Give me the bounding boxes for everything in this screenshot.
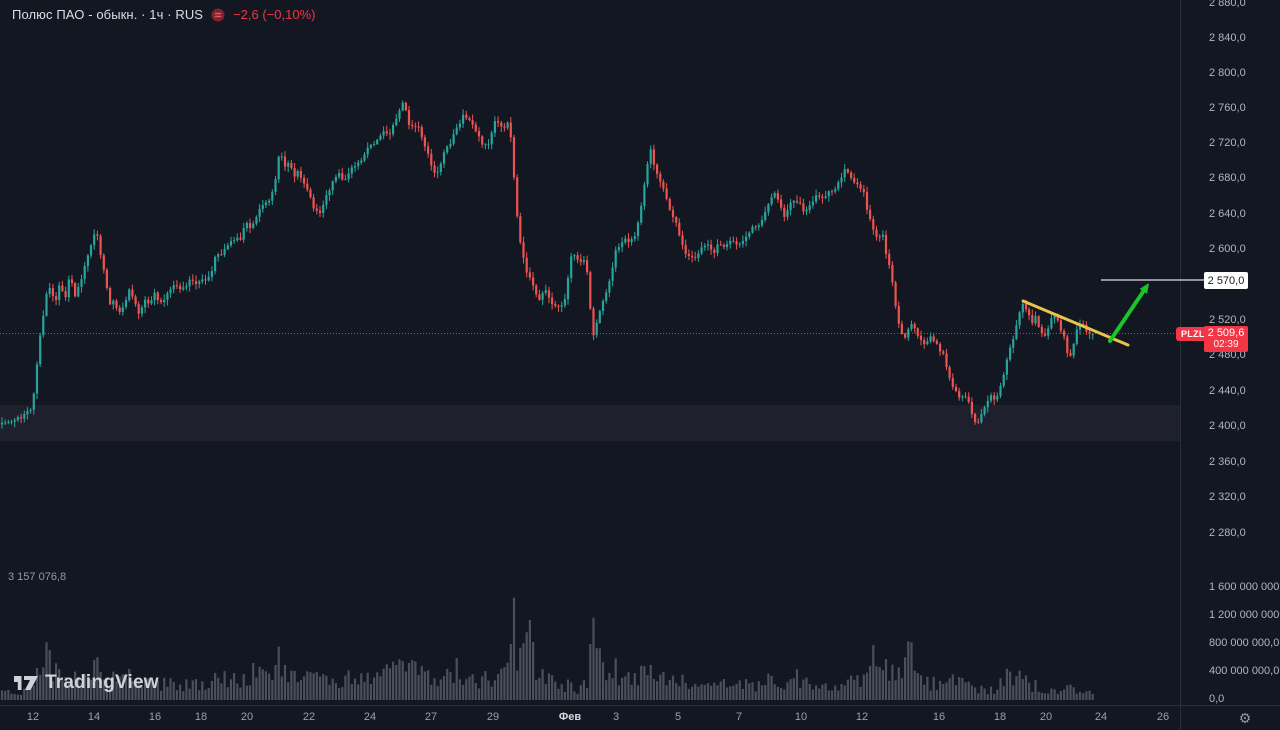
price-tick-label: 1 200 000 000,0 <box>1209 609 1280 621</box>
price-tick-label: 2 280,0 <box>1209 527 1246 539</box>
last-price-label: 2 509,6 02:39 <box>1204 326 1248 352</box>
time-tick-label: 16 <box>932 711 946 723</box>
time-tick-label: 27 <box>424 711 438 723</box>
price-tick-label: 2 800,0 <box>1209 67 1246 79</box>
time-tick-label: Фев <box>558 711 582 723</box>
time-tick-label: 29 <box>486 711 500 723</box>
tradingview-watermark[interactable]: TradingView <box>14 672 159 694</box>
price-tick-label: 2 720,0 <box>1209 137 1246 149</box>
price-tick-label: 2 520,0 <box>1209 314 1246 326</box>
price-tick-label: 2 840,0 <box>1209 32 1246 44</box>
time-tick-label: 26 <box>1156 711 1170 723</box>
time-tick-label: 20 <box>240 711 254 723</box>
time-tick-label: 18 <box>993 711 1007 723</box>
price-tick-label: 2 360,0 <box>1209 456 1246 468</box>
bar-countdown: 02:39 <box>1213 339 1239 350</box>
alert-price-label[interactable]: 2 570,0 <box>1204 272 1248 289</box>
price-tick-label: 0,0 <box>1209 693 1225 705</box>
price-tick-label: 800 000 000,0 <box>1209 637 1280 649</box>
axis-settings-gear-icon[interactable]: ⚙ <box>1238 709 1252 726</box>
last-price-value: 2 509,6 <box>1207 327 1245 339</box>
time-tick-label: 20 <box>1039 711 1053 723</box>
volume-value-label: 3 157 076,8 <box>8 571 67 583</box>
time-tick-label: 10 <box>794 711 808 723</box>
price-tick-label: 2 480,0 <box>1209 349 1246 361</box>
time-tick-label: 12 <box>855 711 869 723</box>
time-tick-label: 3 <box>612 711 620 723</box>
time-tick-label: 22 <box>302 711 316 723</box>
price-change: −2,6 (−0,10%) <box>233 7 316 22</box>
time-tick-label: 18 <box>194 711 208 723</box>
time-tick-label: 14 <box>87 711 101 723</box>
time-tick-label: 24 <box>363 711 377 723</box>
time-tick-label: 16 <box>148 711 162 723</box>
time-tick-label: 7 <box>735 711 743 723</box>
price-axis-border <box>1180 0 1181 730</box>
chart-legend[interactable]: Полюс ПАО - обыкн. · 1ч · RUS −2,6 (−0,1… <box>12 7 315 22</box>
watermark-brand: TradingView <box>45 672 159 693</box>
price-tick-label: 2 400,0 <box>1209 420 1246 432</box>
time-tick-label: 5 <box>674 711 682 723</box>
ticker-badge: PLZL <box>1176 327 1210 341</box>
symbol-title[interactable]: Полюс ПАО - обыкн. · 1ч · RUS <box>12 7 204 22</box>
price-tick-label: 2 680,0 <box>1209 172 1246 184</box>
price-tick-label: 2 600,0 <box>1209 243 1246 255</box>
market-status-icon <box>211 8 225 22</box>
price-tick-label: 2 760,0 <box>1209 102 1246 114</box>
time-tick-label: 12 <box>26 711 40 723</box>
tradingview-logo-icon <box>14 672 38 694</box>
price-tick-label: 2 440,0 <box>1209 385 1246 397</box>
price-tick-label: 400 000 000,0 <box>1209 665 1280 677</box>
price-tick-label: 2 640,0 <box>1209 208 1246 220</box>
time-tick-label: 24 <box>1094 711 1108 723</box>
price-tick-label: 2 320,0 <box>1209 491 1246 503</box>
price-tick-label: 2 880,0 <box>1209 0 1246 9</box>
price-tick-label: 1 600 000 000,0 <box>1209 581 1280 593</box>
time-axis-border <box>0 705 1280 706</box>
